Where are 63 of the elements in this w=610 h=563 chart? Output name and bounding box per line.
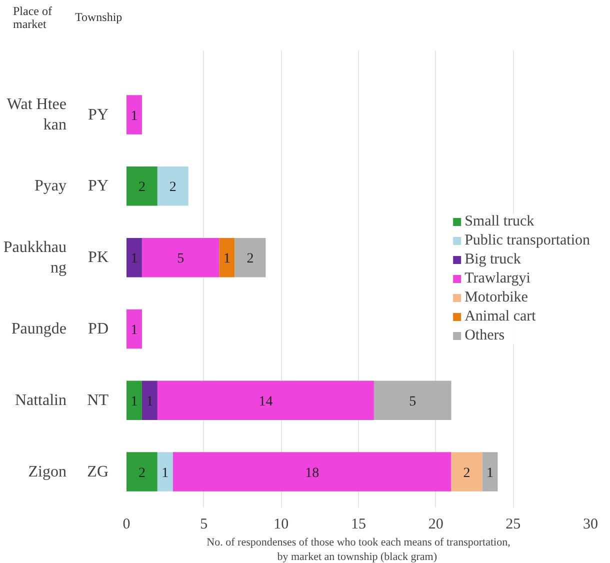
x-axis-title: No. of respondenses of those who took each means of transportation, by market an township (black gram) xyxy=(206,536,511,563)
y-tick-label: Pyay xyxy=(34,178,66,195)
x-tick-label: 30 xyxy=(583,516,598,532)
legend-label: Small truck xyxy=(464,213,534,230)
data-label: 1 xyxy=(130,252,138,267)
data-label: 1 xyxy=(130,394,138,410)
data-label: 1 xyxy=(486,466,494,481)
x-tick-label: 5 xyxy=(200,516,208,532)
bar xyxy=(126,166,158,206)
data-label: 2 xyxy=(169,180,176,196)
data-label: 1 xyxy=(224,252,231,267)
bar xyxy=(157,452,173,492)
bar xyxy=(451,452,482,492)
bar xyxy=(126,238,142,278)
legend-label: Trawlargyi xyxy=(464,270,530,287)
y2-tick-label: ZG xyxy=(87,463,109,480)
bar xyxy=(234,238,266,278)
data-label: 1 xyxy=(162,466,169,481)
bar xyxy=(157,166,188,206)
bar xyxy=(172,452,452,492)
legend-label: Big truck xyxy=(464,251,521,268)
bar xyxy=(126,309,142,349)
bar xyxy=(157,380,374,420)
x-tick-label: 20 xyxy=(428,516,444,532)
legend-label: Others xyxy=(464,327,505,344)
y2-tick-label: PD xyxy=(88,320,108,338)
bar xyxy=(374,380,452,420)
bar xyxy=(219,238,235,278)
bar xyxy=(126,95,142,134)
y-tick-label: Wat Htee kan xyxy=(6,96,67,134)
y2-tick-label: NT xyxy=(87,392,109,409)
bar xyxy=(142,380,158,420)
y-tick-label: Zigon xyxy=(28,463,66,480)
bar xyxy=(482,452,498,492)
data-label: 5 xyxy=(177,252,184,267)
x-tick-label: 0 xyxy=(122,516,130,532)
x-tick-label: 25 xyxy=(506,516,521,532)
legend-label: Animal cart xyxy=(464,308,536,325)
data-label: 1 xyxy=(130,322,138,338)
y2-tick-label: PY xyxy=(88,178,109,195)
data-label: 2 xyxy=(463,466,470,481)
x-tick-label: 10 xyxy=(274,516,289,532)
y-tick-label: Nattalin xyxy=(14,392,67,409)
data-label: 2 xyxy=(138,180,146,196)
legend-label: Public transportation xyxy=(464,232,590,249)
x-tick-label: 15 xyxy=(351,516,366,532)
y-tick-label: Paukkhaung xyxy=(3,238,67,276)
legend-label: Motorbike xyxy=(464,289,528,306)
text: Township xyxy=(75,10,122,24)
data-label: 1 xyxy=(146,394,154,410)
data-label: 2 xyxy=(138,466,146,481)
text: Place of market xyxy=(13,4,52,31)
bar xyxy=(126,452,158,492)
data-label: 5 xyxy=(409,394,416,410)
data-label: 2 xyxy=(246,252,254,267)
data-label: 1 xyxy=(130,108,138,124)
bar xyxy=(126,380,142,420)
data-label: 18 xyxy=(305,466,320,481)
y-tick-label: Paungde xyxy=(11,320,67,338)
y2-tick-label: PY xyxy=(88,106,109,124)
y2-tick-label: PK xyxy=(88,249,109,266)
data-label: 14 xyxy=(258,394,273,410)
bar xyxy=(142,238,220,278)
